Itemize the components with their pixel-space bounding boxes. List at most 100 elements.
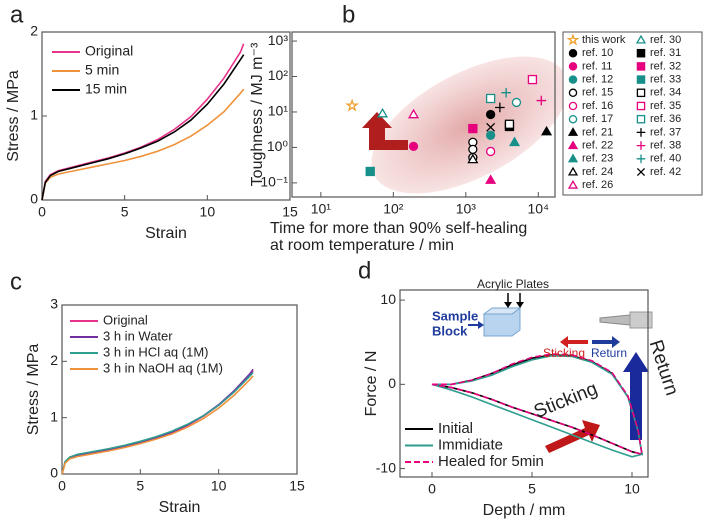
y-tick-label: 2 xyxy=(50,352,58,368)
marker xyxy=(511,97,522,108)
marker xyxy=(485,130,496,140)
legend-marker xyxy=(636,128,646,137)
plot-frame xyxy=(291,31,556,198)
x-tick-label: 10² xyxy=(383,201,404,217)
legend-marker xyxy=(636,62,646,71)
plot-frame xyxy=(399,289,649,478)
series-line xyxy=(61,375,254,475)
y-tick-label: -10 xyxy=(376,459,396,475)
legend-marker xyxy=(567,153,579,163)
annotation: Sticking xyxy=(531,378,601,422)
legend-marker xyxy=(636,114,646,124)
x-tick-label: 15 xyxy=(282,204,298,220)
y-tick-label: 10³ xyxy=(268,32,289,48)
series-line xyxy=(431,353,643,456)
legend-label: ref. 22 xyxy=(582,140,613,152)
marker xyxy=(345,98,360,112)
y-tick-label: 0 xyxy=(388,375,396,391)
marker xyxy=(408,141,419,152)
y-tick-label: 10⁰ xyxy=(267,138,289,154)
marker xyxy=(485,174,497,184)
marker xyxy=(541,125,553,136)
legend-label: this work xyxy=(582,34,626,46)
y-tick-label: 1 xyxy=(30,107,38,123)
x-tick-label: 0 xyxy=(428,481,436,497)
x-tick-label: 5 xyxy=(528,481,536,497)
y-axis-label: Stress / MPa xyxy=(25,344,42,436)
annotation: Return xyxy=(591,346,627,360)
legend-label: ref. 32 xyxy=(650,60,681,72)
legend-label: ref. 12 xyxy=(582,74,613,86)
marker xyxy=(486,122,496,132)
annotation: Block xyxy=(432,323,468,338)
annotation: Acrylic Plates xyxy=(477,277,549,291)
legend-label: Immidiate xyxy=(438,436,503,453)
legend-marker xyxy=(567,140,579,150)
x-tick-label: 10 xyxy=(200,204,216,220)
marker xyxy=(467,153,479,164)
legend-marker xyxy=(566,33,580,46)
marker xyxy=(495,102,505,113)
y-tick-label: 1 xyxy=(50,408,58,424)
marker xyxy=(365,166,375,177)
legend-marker xyxy=(567,179,579,189)
legend-label: Healed for 5min xyxy=(438,453,544,470)
marker xyxy=(527,74,538,85)
legend-label: ref. 31 xyxy=(650,47,681,59)
x-tick-label: 10 xyxy=(624,481,640,497)
legend-label: ref. 36 xyxy=(650,113,681,125)
y-axis-label: Force / N xyxy=(363,351,380,417)
legend-marker xyxy=(636,88,646,98)
y-axis-label: Toughness / MJ m⁻³ xyxy=(249,42,266,186)
legend-marker xyxy=(636,154,646,164)
legend-label: Initial xyxy=(438,420,473,437)
legend-marker xyxy=(635,34,647,44)
x-tick-label: 10¹ xyxy=(311,201,332,217)
legend-label: ref. 11 xyxy=(582,60,612,72)
legend-label: ref. 33 xyxy=(650,74,681,86)
legend-label: ref. 21 xyxy=(582,126,613,138)
legend-label: ref. 26 xyxy=(582,179,613,191)
legend-label: ref. 38 xyxy=(650,140,681,152)
x-tick-label: 5 xyxy=(121,204,129,220)
legend-label: ref. 40 xyxy=(650,153,681,165)
legend-label: ref. 16 xyxy=(582,100,613,112)
y-tick-label: 3 xyxy=(50,296,58,312)
x-tick-label: 15 xyxy=(289,478,305,494)
marker xyxy=(536,95,547,106)
marker xyxy=(468,144,478,155)
y-tick-label: 0 xyxy=(30,191,38,207)
legend-label: ref. 15 xyxy=(582,87,613,99)
marker xyxy=(485,146,496,157)
panel-label: c xyxy=(10,268,22,295)
annotation: Return xyxy=(645,337,683,398)
legend-label: 3 h in HCl aq (1M) xyxy=(103,344,208,359)
legend-label: ref. 10 xyxy=(582,47,613,59)
marker xyxy=(377,107,389,118)
x-tick-label: 10 xyxy=(211,478,227,494)
y-tick-label: 10⁻¹ xyxy=(260,174,288,190)
marker xyxy=(485,93,496,104)
legend-box xyxy=(562,31,703,196)
y-axis-label: Stress / MPa xyxy=(5,70,22,162)
x-tick-label: 0 xyxy=(58,478,66,494)
legend-marker xyxy=(567,127,579,136)
legend-marker xyxy=(636,141,646,150)
y-tick-label: 2 xyxy=(30,23,38,39)
test-diagram xyxy=(468,293,653,453)
legend-label: ref. 42 xyxy=(650,166,681,178)
marker xyxy=(485,109,496,120)
legend-label: 15 min xyxy=(85,81,127,97)
panel-label: b xyxy=(342,1,355,28)
annotation: Sticking xyxy=(543,346,585,360)
x-axis-label: Time for more than 90% self-healing xyxy=(270,220,527,237)
legend-label: Original xyxy=(103,312,148,327)
series-line xyxy=(41,88,245,201)
legend-marker xyxy=(568,62,578,71)
marker xyxy=(408,108,420,119)
legend-label: 3 h in NaOH aq (1M) xyxy=(103,360,223,375)
x-tick-label: 5 xyxy=(136,478,144,494)
panel-label: d xyxy=(358,257,371,284)
legend-label: ref. 30 xyxy=(650,34,681,46)
